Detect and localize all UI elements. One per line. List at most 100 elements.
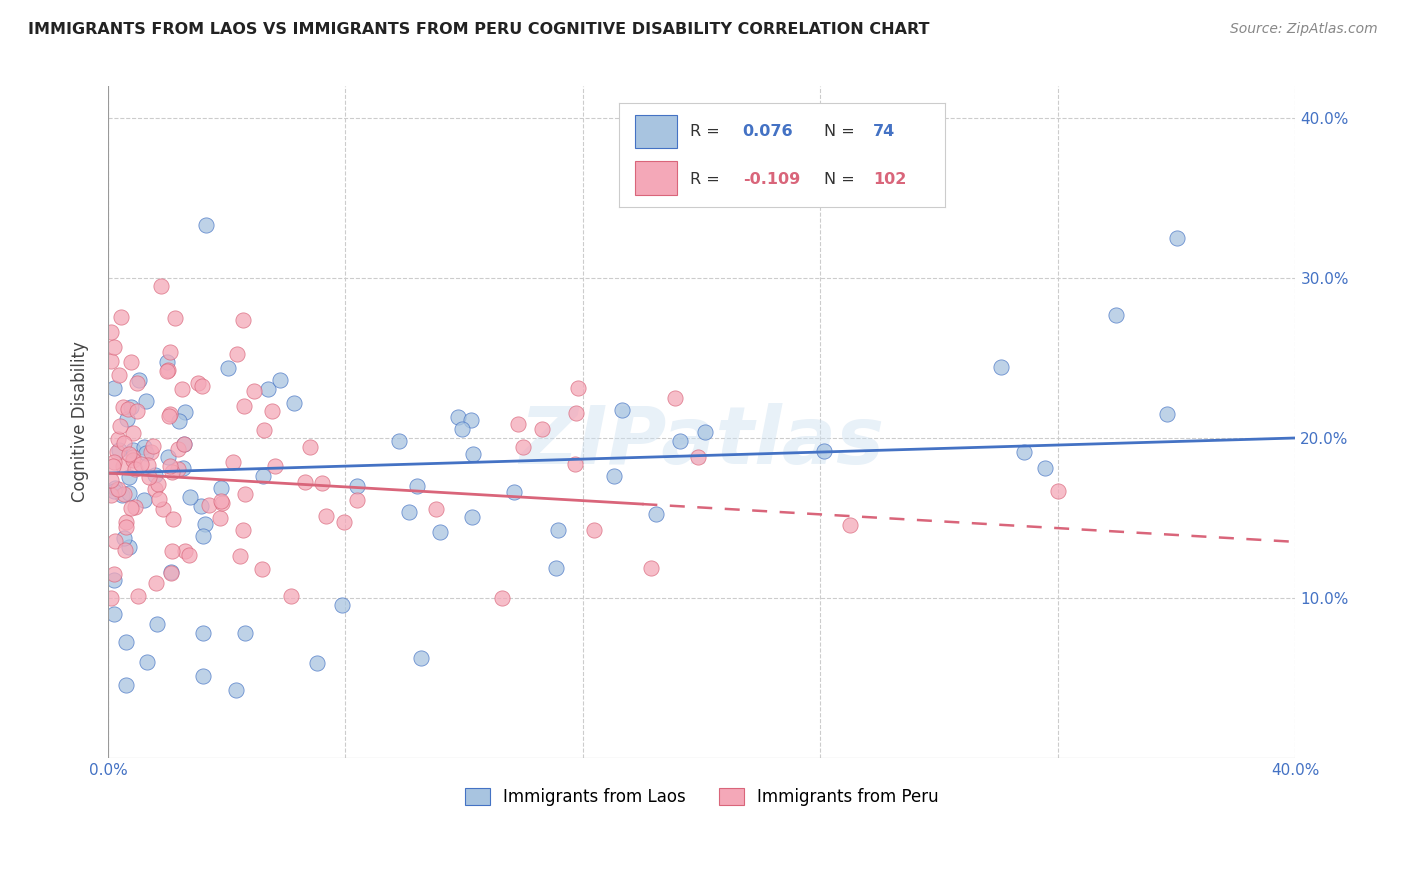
Point: [451, 422, 474, 436]
Point: [117, 402, 139, 417]
Point: [117, 411, 139, 425]
Point: [120, 400, 142, 414]
Point: [198, 498, 221, 512]
Point: [159, 458, 181, 473]
Point: [125, 404, 148, 418]
Point: [398, 505, 420, 519]
Point: [1012, 444, 1035, 458]
Point: [107, 482, 129, 496]
Point: [283, 395, 305, 409]
Point: [100, 488, 122, 502]
Point: [112, 458, 135, 473]
Point: [546, 561, 568, 575]
Point: [103, 381, 125, 395]
Point: [226, 347, 249, 361]
Point: [179, 490, 201, 504]
Point: [127, 589, 149, 603]
Point: [645, 507, 668, 521]
Point: [191, 528, 214, 542]
Point: [112, 532, 135, 546]
Point: [565, 406, 588, 420]
Point: [114, 543, 136, 558]
Point: [409, 651, 432, 665]
Point: [547, 524, 569, 538]
Point: [150, 279, 173, 293]
Point: [162, 512, 184, 526]
Point: [191, 626, 214, 640]
Point: [252, 469, 274, 483]
Point: [121, 450, 143, 464]
Point: [253, 423, 276, 437]
Point: [129, 457, 152, 471]
Point: [156, 362, 179, 376]
Point: [136, 458, 159, 472]
Point: [346, 493, 368, 508]
Point: [112, 400, 135, 414]
Point: [120, 355, 142, 369]
Point: [132, 440, 155, 454]
Point: [166, 462, 188, 476]
Text: IMMIGRANTS FROM LAOS VS IMMIGRANTS FROM PERU COGNITIVE DISABILITY CORRELATION CH: IMMIGRANTS FROM LAOS VS IMMIGRANTS FROM …: [28, 22, 929, 37]
Point: [107, 442, 129, 457]
Point: [100, 473, 122, 487]
Point: [165, 311, 187, 326]
Point: [225, 682, 247, 697]
Point: [195, 218, 218, 232]
Point: [429, 524, 451, 539]
Point: [564, 457, 586, 471]
Point: [103, 566, 125, 581]
Point: [232, 523, 254, 537]
Point: [139, 445, 162, 459]
Point: [250, 562, 273, 576]
Point: [114, 678, 136, 692]
Point: [112, 436, 135, 450]
Point: [100, 591, 122, 605]
Point: [603, 468, 626, 483]
Point: [160, 565, 183, 579]
Point: [114, 635, 136, 649]
Point: [138, 469, 160, 483]
Point: [233, 626, 256, 640]
Point: [160, 465, 183, 479]
Point: [103, 607, 125, 621]
Point: [221, 454, 243, 468]
Point: [112, 487, 135, 501]
Point: [135, 655, 157, 669]
Point: [121, 452, 143, 467]
Point: [159, 344, 181, 359]
Point: [502, 484, 524, 499]
Point: [132, 492, 155, 507]
Point: [146, 477, 169, 491]
Point: [174, 404, 197, 418]
Point: [491, 591, 513, 605]
Point: [157, 450, 180, 464]
Point: [813, 444, 835, 458]
Point: [103, 484, 125, 499]
Point: [311, 475, 333, 490]
Point: [447, 410, 470, 425]
Point: [211, 496, 233, 510]
Point: [121, 443, 143, 458]
Point: [157, 409, 180, 424]
Point: [100, 325, 122, 339]
Point: [187, 376, 209, 391]
Point: [145, 616, 167, 631]
Point: [233, 487, 256, 501]
Point: [173, 437, 195, 451]
Point: [193, 669, 215, 683]
Point: [1156, 407, 1178, 421]
Point: [664, 392, 686, 406]
Point: [156, 364, 179, 378]
Point: [125, 376, 148, 390]
Point: [209, 481, 232, 495]
Point: [105, 445, 128, 459]
Point: [194, 517, 217, 532]
Point: [1166, 231, 1188, 245]
Point: [425, 502, 447, 516]
Point: [346, 478, 368, 492]
Point: [669, 434, 692, 448]
Point: [103, 340, 125, 354]
Point: [461, 510, 484, 524]
Point: [143, 482, 166, 496]
Point: [640, 561, 662, 575]
